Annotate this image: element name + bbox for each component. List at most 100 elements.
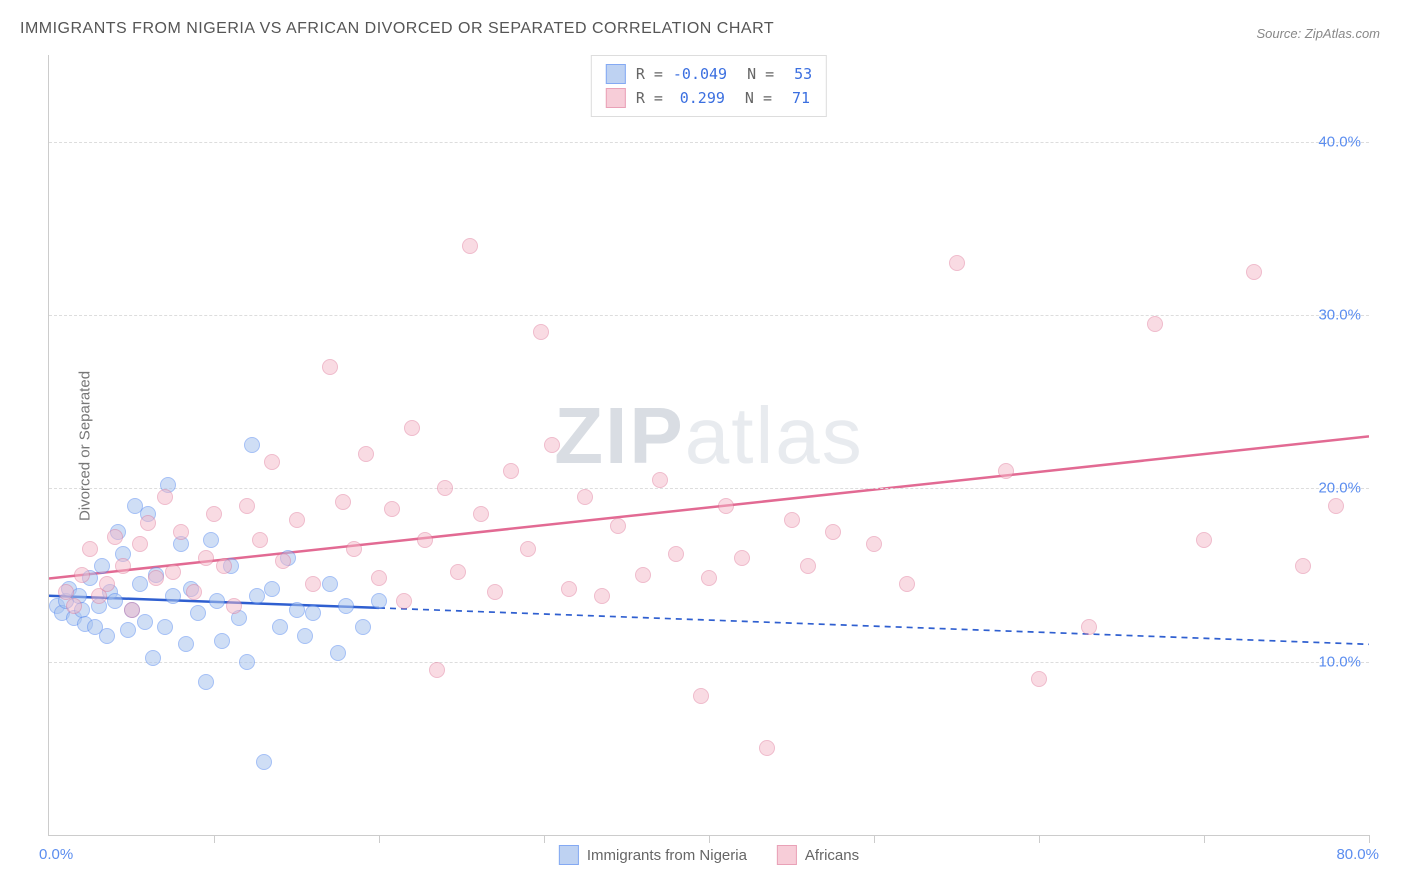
data-point	[198, 550, 214, 566]
gridline	[49, 488, 1369, 489]
data-point	[148, 570, 164, 586]
legend-swatch	[559, 845, 579, 865]
data-point	[99, 628, 115, 644]
x-tick	[1369, 835, 1370, 843]
data-point	[99, 576, 115, 592]
data-point	[338, 598, 354, 614]
data-point	[264, 454, 280, 470]
data-point	[173, 524, 189, 540]
data-point	[157, 619, 173, 635]
data-point	[115, 558, 131, 574]
legend-label: Immigrants from Nigeria	[587, 847, 747, 864]
data-point	[1328, 498, 1344, 514]
legend-swatch	[606, 64, 626, 84]
series-legend: Immigrants from Nigeria Africans	[559, 845, 859, 865]
data-point	[124, 602, 140, 618]
data-point	[203, 532, 219, 548]
data-point	[487, 584, 503, 600]
data-point	[544, 437, 560, 453]
x-tick	[1039, 835, 1040, 843]
data-point	[289, 602, 305, 618]
data-point	[594, 588, 610, 604]
gridline	[49, 315, 1369, 316]
data-point	[137, 614, 153, 630]
data-point	[450, 564, 466, 580]
data-point	[473, 506, 489, 522]
data-point	[693, 688, 709, 704]
data-point	[226, 598, 242, 614]
data-point	[533, 324, 549, 340]
data-point	[800, 558, 816, 574]
legend-item: Africans	[777, 845, 859, 865]
data-point	[520, 541, 536, 557]
data-point	[107, 593, 123, 609]
data-point	[610, 518, 626, 534]
data-point	[186, 584, 202, 600]
x-axis-max-label: 80.0%	[1336, 846, 1379, 863]
data-point	[305, 605, 321, 621]
source-attribution: Source: ZipAtlas.com	[1256, 26, 1380, 41]
data-point	[668, 546, 684, 562]
data-point	[998, 463, 1014, 479]
data-point	[107, 529, 123, 545]
data-point	[209, 593, 225, 609]
data-point	[1295, 558, 1311, 574]
data-point	[198, 674, 214, 690]
data-point	[165, 564, 181, 580]
data-point	[82, 541, 98, 557]
x-tick	[544, 835, 545, 843]
data-point	[899, 576, 915, 592]
data-point	[503, 463, 519, 479]
data-point	[252, 532, 268, 548]
chart-title: IMMIGRANTS FROM NIGERIA VS AFRICAN DIVOR…	[20, 20, 774, 38]
data-point	[216, 558, 232, 574]
data-point	[244, 437, 260, 453]
data-point	[94, 558, 110, 574]
data-point	[264, 581, 280, 597]
watermark-atlas: atlas	[685, 391, 864, 480]
r-value: 0.299	[673, 89, 725, 107]
data-point	[275, 553, 291, 569]
data-point	[346, 541, 362, 557]
x-tick	[214, 835, 215, 843]
data-point	[784, 512, 800, 528]
data-point	[635, 567, 651, 583]
data-point	[214, 633, 230, 649]
data-point	[404, 420, 420, 436]
data-point	[652, 472, 668, 488]
correlation-legend: R =-0.049N =53R =0.299N =71	[591, 55, 827, 117]
x-axis-min-label: 0.0%	[39, 846, 73, 863]
n-value: 53	[784, 65, 812, 83]
data-point	[429, 662, 445, 678]
data-point	[289, 512, 305, 528]
data-point	[866, 536, 882, 552]
data-point	[417, 532, 433, 548]
data-point	[718, 498, 734, 514]
watermark-zip: ZIP	[554, 391, 684, 480]
y-tick-label: 30.0%	[1318, 307, 1361, 324]
data-point	[178, 636, 194, 652]
data-point	[157, 489, 173, 505]
n-label: N =	[747, 65, 774, 83]
data-point	[132, 536, 148, 552]
legend-row: R =-0.049N =53	[606, 62, 812, 86]
n-label: N =	[745, 89, 772, 107]
x-tick	[1204, 835, 1205, 843]
data-point	[355, 619, 371, 635]
data-point	[701, 570, 717, 586]
data-point	[462, 238, 478, 254]
data-point	[190, 605, 206, 621]
data-point	[140, 515, 156, 531]
data-point	[384, 501, 400, 517]
data-point	[561, 581, 577, 597]
data-point	[330, 645, 346, 661]
plot-area: ZIPatlas R =-0.049N =53R =0.299N =71 0.0…	[48, 55, 1369, 836]
legend-label: Africans	[805, 847, 859, 864]
data-point	[305, 576, 321, 592]
data-point	[1147, 316, 1163, 332]
data-point	[734, 550, 750, 566]
r-label: R =	[636, 89, 663, 107]
data-point	[74, 567, 90, 583]
legend-swatch	[606, 88, 626, 108]
data-point	[1081, 619, 1097, 635]
